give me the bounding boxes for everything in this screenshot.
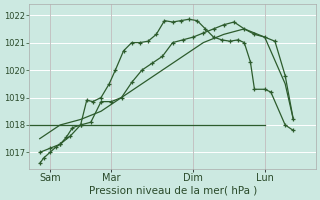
X-axis label: Pression niveau de la mer( hPa ): Pression niveau de la mer( hPa ) <box>89 186 257 196</box>
